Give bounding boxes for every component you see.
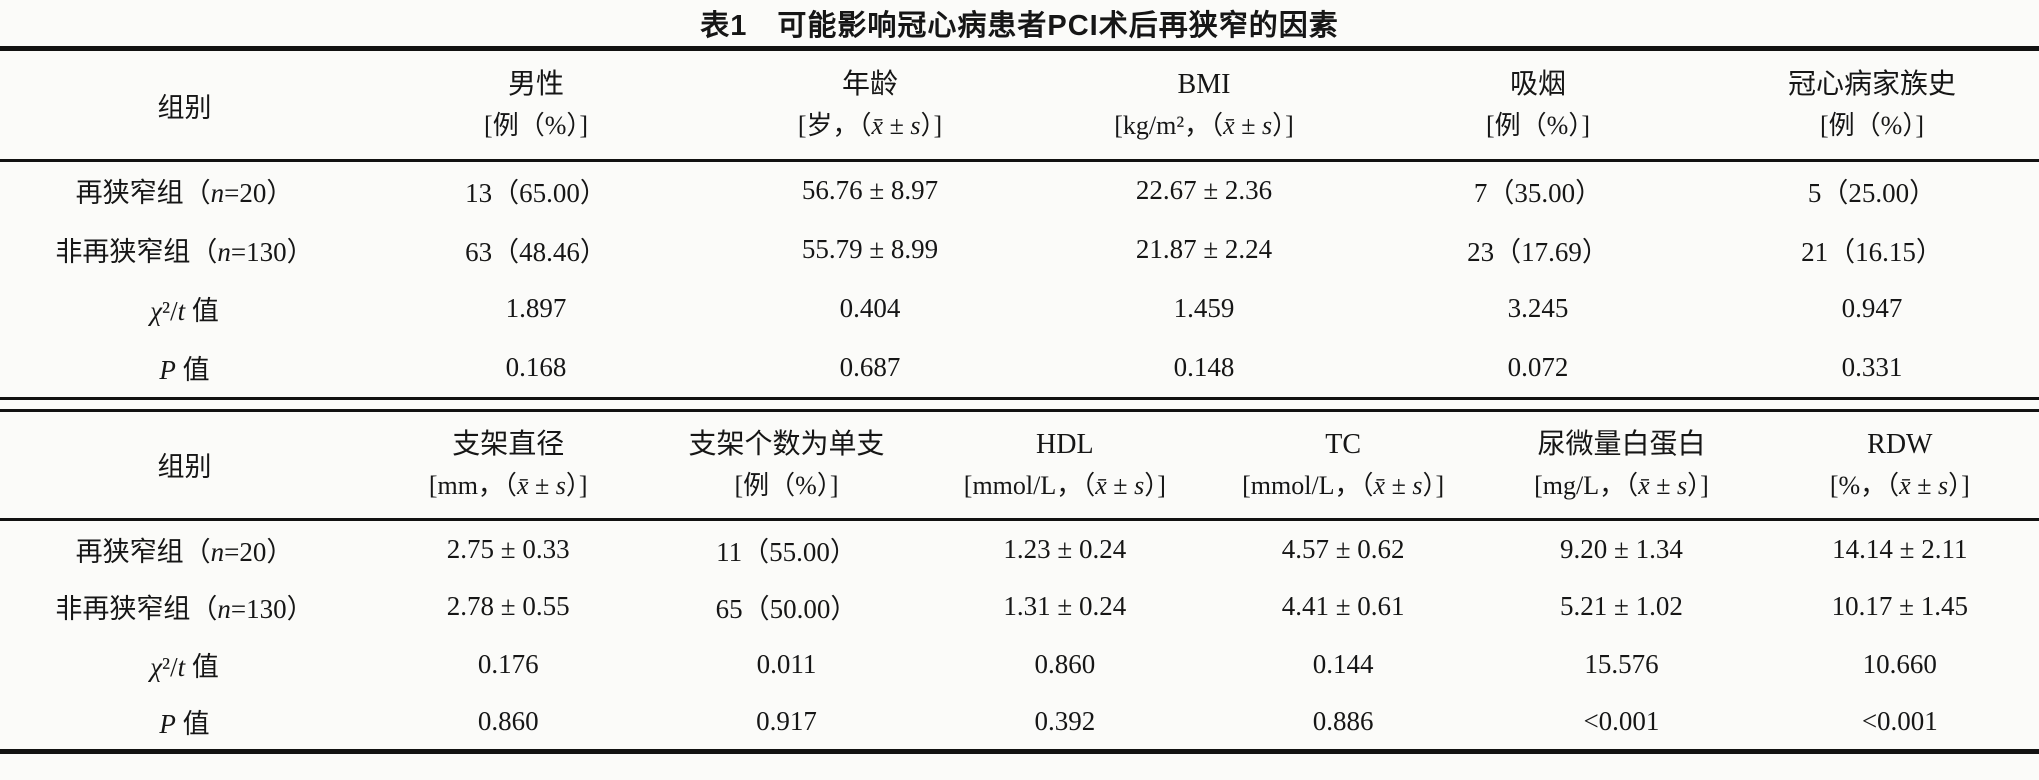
cell-value: 63（48.46）	[465, 236, 607, 267]
column-header-age: 年龄 [岁，（x̄ ± s）]	[797, 69, 943, 140]
cell-value: 0.860	[477, 705, 539, 736]
cell-value: 0.144	[1312, 649, 1374, 679]
cell-value: 0.176	[477, 649, 539, 679]
cell-value: 10.17 ± 1.45	[1831, 591, 1968, 621]
table-row: 再狭窄组（n=20） 2.75 ± 0.33 11（55.00） 1.23 ± 0.2…	[0, 520, 2039, 578]
cell-value: 14.14 ± 2.11	[1832, 533, 1968, 564]
cell-value: 3.245	[1507, 292, 1569, 323]
cell-value: 0.331	[1841, 351, 1903, 382]
row-label: P 值	[159, 354, 210, 385]
table1-header: 组别 男性 [例（%）] 年龄 [岁，（x̄ ± s）] BMI [kg/m²，…	[0, 49, 2039, 161]
cell-value: 1.459	[1173, 292, 1235, 323]
cell-value: 0.168	[505, 351, 567, 382]
cell-value: 65（50.00）	[715, 594, 858, 624]
table-row: 非再狭窄组（n=130） 2.78 ± 0.55 65（50.00） 1.31 ± 0…	[0, 578, 2039, 636]
table-row: 非再狭窄组（n=130） 63（48.46） 55.79 ± 8.99 21.87 ±…	[0, 220, 2039, 279]
column-header-group: 组别	[157, 92, 212, 123]
cell-value: 0.011	[756, 649, 817, 679]
column-header-rdw: RDW [%，（x̄ ± s）]	[1829, 428, 1970, 500]
column-header-smoking: 吸烟 [例（%）]	[1486, 69, 1590, 140]
table-title: 表1 可能影响冠心病患者PCI术后再狭窄的因素	[700, 10, 1339, 42]
table-row: 再狭窄组（n=20） 13（65.00） 56.76 ± 8.97 22.67 ± 2…	[0, 161, 2039, 220]
factors-table-part2: 组别 支架直径 [mm，（x̄ ± s）] 支架个数为单支 [例（%）] HDL…	[0, 412, 2039, 754]
cell-value: 1.31 ± 0.24	[1003, 591, 1127, 621]
cell-value: 0.886	[1312, 705, 1374, 736]
table1-header-row: 组别 男性 [例（%）] 年龄 [岁，（x̄ ± s）] BMI [kg/m²，…	[0, 49, 2039, 161]
cell-value: 2.78 ± 0.55	[446, 591, 570, 621]
cell-value: <0.001	[1583, 705, 1660, 736]
cell-value: 15.576	[1584, 649, 1659, 679]
column-header-single-stent: 支架个数为单支 [例（%）]	[688, 428, 885, 500]
row-label: P 值	[159, 708, 210, 739]
cell-value: 1.23 ± 0.24	[1003, 533, 1127, 564]
column-header-stent-diameter: 支架直径 [mm，（x̄ ± s）]	[428, 428, 588, 500]
cell-value: 2.75 ± 0.33	[446, 533, 570, 564]
cell-value: 21.87 ± 2.24	[1135, 233, 1273, 264]
table2-header: 组别 支架直径 [mm，（x̄ ± s）] 支架个数为单支 [例（%）] HDL…	[0, 412, 2039, 520]
cell-value: 5（25.00）	[1807, 178, 1937, 209]
cell-value: 9.20 ± 1.34	[1560, 533, 1683, 564]
cell-value: 0.687	[839, 351, 901, 382]
section-divider-rule	[0, 396, 2039, 412]
column-header-bmi: BMI [kg/m²，（x̄ ± s）]	[1114, 69, 1294, 140]
cell-value: 1.897	[505, 292, 567, 323]
cell-value: 56.76 ± 8.97	[801, 175, 939, 206]
cell-value: 0.404	[839, 292, 901, 323]
table-row: P 值 0.168 0.687 0.148 0.072 0.331	[0, 338, 2039, 397]
cell-value: 23（17.69）	[1467, 236, 1609, 267]
cell-value: 11（55.00）	[716, 536, 857, 567]
row-label: 非再狭窄组（n=130）	[55, 594, 314, 624]
cell-value: 0.072	[1507, 351, 1569, 382]
column-header-tc: TC [mmol/L，（x̄ ± s）]	[1242, 428, 1445, 500]
cell-value: 7（35.00）	[1473, 178, 1603, 209]
row-label: 再狭窄组（n=20）	[75, 178, 294, 209]
table1-body: 再狭窄组（n=20） 13（65.00） 56.76 ± 8.97 22.67 ± 2…	[0, 161, 2039, 397]
row-label: 非再狭窄组（n=130）	[55, 236, 314, 267]
cell-value: 0.392	[1034, 705, 1096, 736]
cell-value: 55.79 ± 8.99	[801, 233, 939, 264]
row-label: χ²/t 值	[150, 652, 219, 682]
cell-value: 4.41 ± 0.61	[1281, 591, 1405, 621]
column-header-group: 组别	[157, 452, 212, 483]
cell-value: 22.67 ± 2.36	[1135, 175, 1273, 206]
column-header-family-history: 冠心病家族史 [例（%）]	[1787, 69, 1956, 140]
cell-value: 0.917	[756, 705, 817, 736]
row-label: χ²/t 值	[150, 295, 219, 326]
cell-value: 0.947	[1841, 292, 1903, 323]
cell-value: 21（16.15）	[1801, 236, 1943, 267]
table-row: P 值 0.860 0.917 0.392 0.886 <0.001 <0.001	[0, 694, 2039, 752]
column-header-male: 男性 [例（%）]	[484, 69, 589, 140]
cell-value: 4.57 ± 0.62	[1281, 533, 1405, 564]
table-row: χ²/t 值 1.897 0.404 1.459 3.245 0.947	[0, 279, 2039, 338]
row-label: 再狭窄组（n=20）	[75, 536, 294, 567]
column-header-hdl: HDL [mmol/L，（x̄ ± s）]	[963, 428, 1166, 500]
table2-body: 再狭窄组（n=20） 2.75 ± 0.33 11（55.00） 1.23 ± 0.2…	[0, 520, 2039, 752]
cell-value: 5.21 ± 1.02	[1560, 591, 1683, 621]
cell-value: <0.001	[1861, 705, 1938, 736]
cell-value: 10.660	[1862, 649, 1937, 679]
column-header-urine-microalbumin: 尿微量白蛋白 [mg/L，（x̄ ± s）]	[1534, 428, 1709, 500]
table2-header-row: 组别 支架直径 [mm，（x̄ ± s）] 支架个数为单支 [例（%）] HDL…	[0, 412, 2039, 520]
table-row: χ²/t 值 0.176 0.011 0.860 0.144 15.576 10.660	[0, 636, 2039, 694]
factors-table-part1: 组别 男性 [例（%）] 年龄 [岁，（x̄ ± s）] BMI [kg/m²，…	[0, 46, 2039, 397]
cell-value: 13（65.00）	[465, 178, 607, 209]
cell-value: 0.148	[1173, 351, 1235, 382]
cell-value: 0.860	[1034, 649, 1096, 679]
